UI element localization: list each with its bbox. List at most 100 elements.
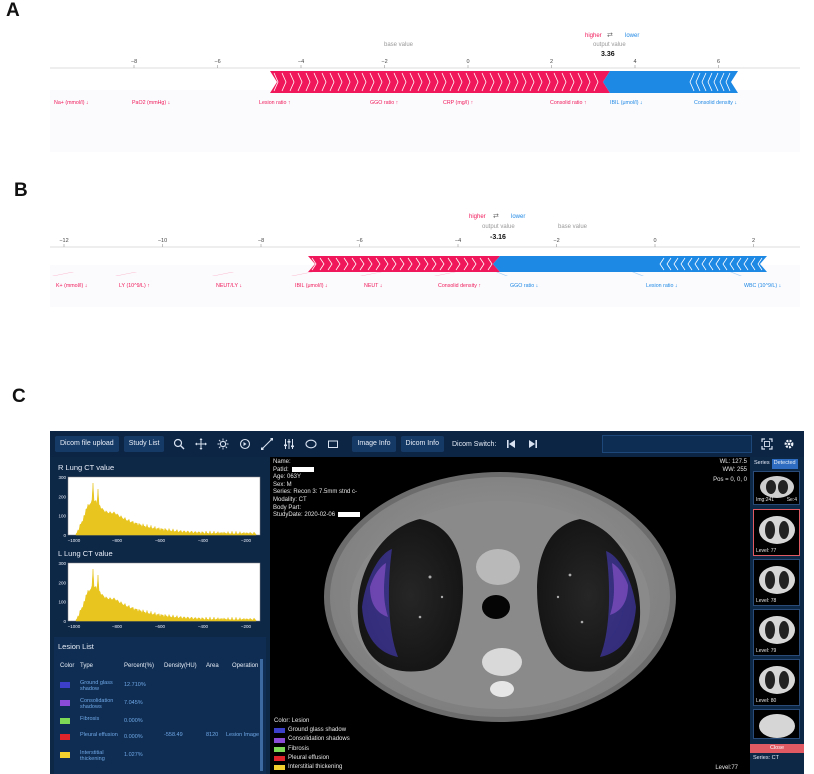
axis-ticks-a: −8 −6 −4 −2 0 2 4 6	[131, 59, 720, 68]
force-chevron	[687, 257, 693, 271]
settings-gear-icon[interactable]	[782, 437, 796, 451]
x-tick-label: −400	[198, 624, 209, 629]
lesion-image-link[interactable]: Lesion Image	[226, 732, 260, 738]
force-chevron	[593, 72, 599, 92]
force-chevron	[680, 257, 686, 271]
y-tick-label: 0	[63, 619, 66, 624]
force-chevron	[465, 72, 471, 92]
axis-tick-label: −4	[455, 238, 461, 244]
output-label: output value	[593, 42, 626, 48]
feature-label: Lesion ratio ↓	[646, 283, 678, 289]
legend-label: Fibrosis	[288, 745, 310, 752]
lesion-row[interactable]: Pleural effusion 0.000%	[54, 731, 266, 746]
axis-tick-label: 0	[466, 59, 469, 65]
previous-image-icon[interactable]	[504, 437, 518, 451]
zoom-icon[interactable]	[172, 437, 186, 451]
feature-label: Consolid ratio ↑	[550, 100, 587, 106]
dicom-info-button[interactable]: Dicom Info	[400, 436, 444, 452]
series-thumbnail[interactable]: Img:241 Se:4	[753, 471, 800, 505]
force-chevron	[487, 257, 493, 271]
ellipse-roi-icon[interactable]	[304, 437, 318, 451]
lesion-row[interactable]: Fibrosis 0.000%	[54, 715, 266, 730]
feature-labels-b: K+ (mmol/l) ↓ LY (10^9/L) ↑ NEUT/LY ↓ IBIL …	[52, 272, 781, 289]
force-chevron	[359, 257, 365, 271]
adjust-sliders-icon[interactable]	[282, 437, 296, 451]
feature-connector	[496, 272, 508, 276]
col-percent: Percent(%)	[124, 663, 155, 669]
next-image-icon[interactable]	[526, 437, 540, 451]
close-button[interactable]: Close	[750, 744, 804, 753]
pan-icon[interactable]	[194, 437, 208, 451]
lesion-row[interactable]: Consolidation shadows 7.045%	[54, 697, 266, 712]
tab-detected[interactable]: Detected	[771, 459, 798, 469]
bar-chevrons-a	[273, 72, 731, 92]
lesion-list-scrollbar[interactable]	[260, 659, 263, 771]
measure-line-icon[interactable]	[260, 437, 274, 451]
axis-tick-label: −2	[553, 238, 559, 244]
force-chevron	[375, 257, 381, 271]
force-chevron	[666, 257, 672, 271]
lesion-type: Interstitial thickening	[80, 750, 105, 762]
patid-redaction	[291, 466, 314, 472]
rotate-icon[interactable]	[238, 437, 252, 451]
study-list-button[interactable]: Study List	[123, 436, 165, 452]
x-tick-label: −600	[155, 624, 166, 629]
force-chevron	[736, 257, 742, 271]
detected-slice-thumbnail[interactable]: Level: 80	[753, 659, 800, 706]
detected-slice-thumbnail[interactable]: Level: 79	[753, 609, 800, 656]
force-chevron	[385, 72, 391, 92]
axis-tick-label: −6	[356, 238, 362, 244]
brightness-icon[interactable]	[216, 437, 230, 451]
feature-connector	[212, 272, 234, 276]
toolbar-search-box[interactable]	[602, 435, 752, 453]
force-chevron	[695, 72, 701, 92]
detected-slice-thumbnail[interactable]: Level: 77	[753, 509, 800, 556]
force-chevron	[463, 257, 469, 271]
window-width: WW: 255	[722, 466, 747, 473]
dicom-upload-button[interactable]: Dicom file upload	[55, 436, 119, 452]
legend-swatch	[274, 765, 285, 771]
date-redaction	[338, 512, 361, 518]
bar-chevrons-b	[311, 257, 763, 271]
force-chevron	[471, 257, 477, 271]
series-panel: Series Detected Img:241 Se:4 Level: 77 L…	[750, 457, 804, 774]
force-chevron	[439, 257, 445, 271]
base-label: base value	[558, 224, 588, 230]
x-tick-label: −600	[155, 538, 166, 543]
legend-label: Ground glass shadow	[288, 727, 347, 734]
force-chevron	[311, 257, 317, 271]
feature-label: IBIL (μmol/l) ↓	[295, 283, 328, 289]
force-chevron	[407, 257, 413, 271]
force-chevron	[561, 72, 567, 92]
rectangle-roi-icon[interactable]	[326, 437, 340, 451]
negative-bar	[493, 256, 767, 272]
thumbnail-img-count: Img:241	[756, 497, 775, 503]
lesion-color-swatch	[60, 734, 70, 740]
force-chevron	[409, 72, 415, 92]
image-info-button[interactable]: Image Info	[352, 436, 396, 452]
r-lung-chart-title: R Lung CT value	[58, 463, 115, 472]
legend-swatch	[274, 737, 285, 743]
lesion-percent: 0.000%	[124, 718, 143, 724]
force-chevron	[335, 257, 341, 271]
lesion-row[interactable]: Ground glass shadow 12.710%	[54, 679, 266, 694]
detected-slice-thumbnail[interactable]: Level: 78	[753, 559, 800, 606]
force-chevron	[481, 72, 487, 92]
force-chevron	[361, 72, 367, 92]
legend-label: Consolidation shadows	[288, 736, 350, 743]
force-chevron	[399, 257, 405, 271]
axis-tick-label: −8	[131, 59, 137, 65]
force-chevron	[391, 257, 397, 271]
fullscreen-icon[interactable]	[760, 437, 774, 451]
force-chevron	[415, 257, 421, 271]
force-chevron	[447, 257, 453, 271]
force-chevron	[343, 257, 349, 271]
feature-label: LY (10^9/L) ↑	[119, 283, 150, 289]
lesion-color-swatch	[60, 682, 70, 688]
ct-image-viewer[interactable]: Name: PatId: Age: 063Y Sex: M Series: Re…	[270, 457, 750, 774]
tab-series[interactable]: Series	[754, 460, 770, 466]
lesion-row[interactable]: Interstitial thickening 1.027%	[54, 749, 266, 764]
force-chevron	[479, 257, 485, 271]
detected-slice-thumbnail[interactable]	[753, 709, 800, 739]
force-chevron	[713, 72, 719, 92]
